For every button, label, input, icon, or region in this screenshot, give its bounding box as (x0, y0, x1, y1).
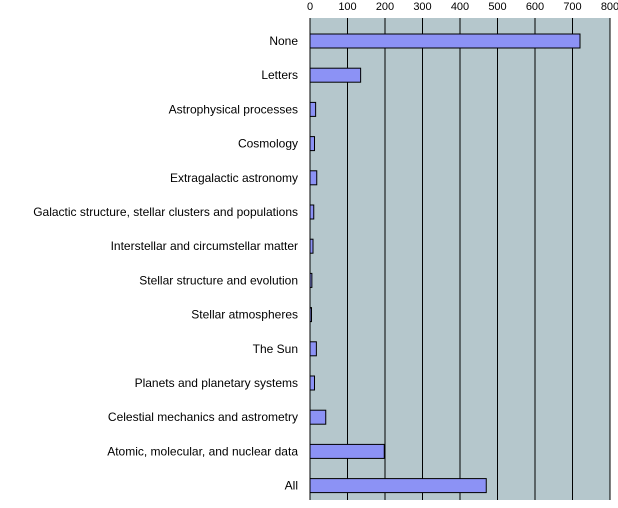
x-tick-label: 300 (413, 1, 431, 13)
category-label: Interstellar and circumstellar matter (111, 239, 298, 253)
x-axis-ticks: 0 100 200 300 400 500 600 700 800 (307, 1, 618, 13)
bar (309, 375, 315, 391)
category-label: None (269, 34, 298, 48)
x-tick-label: 700 (563, 1, 581, 13)
bar (309, 341, 317, 357)
x-tick-label: 100 (338, 1, 356, 13)
bar (309, 478, 487, 494)
category-labels: None Letters Astrophysical processes Cosmol… (33, 34, 298, 493)
x-tick-label: 400 (451, 1, 469, 13)
x-tick-label: 200 (376, 1, 394, 13)
category-label: Planets and planetary systems (135, 376, 298, 390)
category-label: Atomic, molecular, and nuclear data (107, 444, 298, 458)
bar (309, 307, 312, 323)
bar (309, 204, 315, 220)
bar (309, 136, 315, 152)
x-tick-label: 500 (488, 1, 506, 13)
category-label: Extragalactic astronomy (170, 171, 298, 185)
bar (309, 33, 581, 49)
category-label: Cosmology (238, 137, 298, 151)
category-label: Astrophysical processes (169, 102, 298, 116)
bar (309, 443, 385, 459)
bar (309, 67, 362, 83)
category-label: Celestial mechanics and astrometry (108, 410, 298, 424)
bar (309, 101, 317, 117)
category-label: Letters (261, 68, 298, 82)
x-tick-label: 0 (307, 1, 313, 13)
bar (309, 238, 314, 254)
bars (309, 33, 581, 494)
category-label: Galactic structure, stellar clusters and… (33, 205, 298, 219)
category-label: Stellar atmospheres (191, 308, 298, 322)
category-label: All (285, 479, 298, 493)
bar (309, 272, 313, 288)
bar (309, 170, 318, 186)
grid-lines (309, 18, 611, 500)
bar (309, 409, 327, 425)
category-label: Stellar structure and evolution (139, 273, 298, 287)
x-tick-label: 600 (526, 1, 544, 13)
x-tick-label: 800 (601, 1, 618, 13)
category-label: The Sun (253, 342, 298, 356)
